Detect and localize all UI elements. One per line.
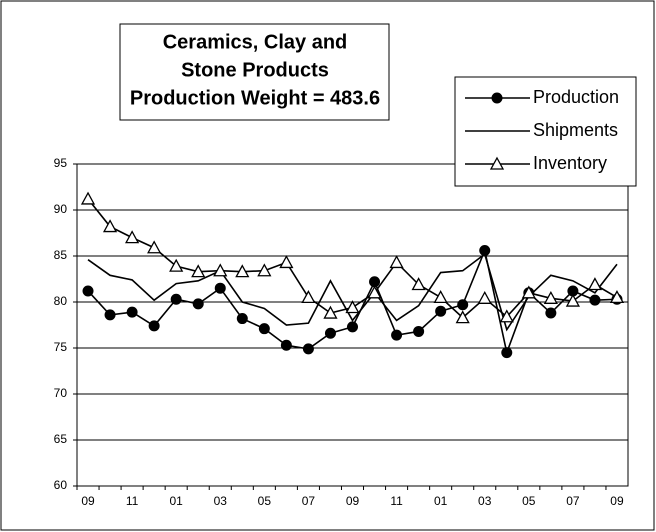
marker bbox=[104, 309, 116, 321]
marker bbox=[565, 293, 580, 307]
marker bbox=[457, 299, 469, 311]
marker bbox=[148, 320, 160, 332]
marker bbox=[367, 285, 382, 299]
marker bbox=[280, 339, 292, 351]
marker bbox=[235, 264, 250, 278]
marker bbox=[433, 290, 448, 304]
x-tick-label: 09 bbox=[346, 494, 360, 508]
marker bbox=[499, 309, 514, 323]
x-tick-label: 05 bbox=[522, 494, 536, 508]
x-tick-label: 03 bbox=[214, 494, 228, 508]
x-tick-label: 09 bbox=[81, 494, 95, 508]
marker bbox=[192, 298, 204, 310]
marker bbox=[169, 258, 184, 272]
marker bbox=[102, 219, 118, 233]
marker bbox=[587, 277, 603, 291]
y-tick-label: 90 bbox=[54, 202, 68, 216]
marker bbox=[126, 306, 138, 318]
marker bbox=[125, 230, 140, 244]
marker bbox=[302, 343, 314, 355]
legend-label: Production bbox=[533, 87, 619, 107]
x-tick-label: 07 bbox=[302, 494, 316, 508]
marker bbox=[80, 191, 96, 205]
marker bbox=[301, 290, 316, 304]
marker bbox=[147, 240, 162, 254]
marker bbox=[411, 277, 426, 291]
marker bbox=[545, 307, 557, 319]
marker bbox=[279, 255, 294, 269]
marker bbox=[521, 285, 536, 299]
marker bbox=[170, 293, 182, 305]
y-tick-label: 60 bbox=[54, 478, 68, 492]
marker bbox=[323, 305, 338, 319]
marker bbox=[82, 285, 94, 297]
marker bbox=[257, 263, 272, 277]
marker bbox=[258, 323, 270, 335]
marker bbox=[369, 276, 381, 288]
chart-title: Ceramics, Clay and bbox=[163, 31, 348, 53]
x-tick-label: 05 bbox=[258, 494, 272, 508]
marker bbox=[347, 321, 358, 333]
x-tick-label: 01 bbox=[170, 494, 184, 508]
marker bbox=[391, 329, 403, 341]
chart-title: Production Weight = 483.6 bbox=[130, 87, 380, 109]
legend-label: Shipments bbox=[533, 120, 618, 140]
marker bbox=[477, 290, 492, 304]
x-tick-label: 11 bbox=[126, 494, 139, 508]
title-box bbox=[119, 23, 390, 121]
marker bbox=[455, 310, 470, 324]
x-tick-label: 01 bbox=[434, 494, 448, 508]
marker bbox=[543, 290, 558, 304]
marker bbox=[389, 255, 404, 269]
y-tick-label: 95 bbox=[54, 156, 68, 170]
chart-title: Stone Products bbox=[181, 59, 329, 81]
marker bbox=[413, 325, 425, 337]
marker bbox=[324, 327, 336, 339]
marker bbox=[589, 294, 601, 306]
marker bbox=[501, 347, 513, 359]
x-tick-label: 03 bbox=[478, 494, 492, 508]
y-tick-label: 75 bbox=[54, 340, 68, 354]
x-tick-label: 11 bbox=[390, 494, 403, 508]
y-tick-label: 65 bbox=[54, 432, 68, 446]
y-tick-label: 70 bbox=[54, 386, 68, 400]
legend-box bbox=[454, 76, 637, 187]
marker bbox=[191, 264, 206, 278]
marker bbox=[491, 92, 503, 104]
y-tick-label: 85 bbox=[54, 248, 68, 262]
y-tick-label: 80 bbox=[54, 294, 68, 308]
marker bbox=[213, 263, 228, 277]
marker bbox=[435, 305, 447, 317]
legend-label: Inventory bbox=[533, 153, 607, 173]
marker bbox=[214, 282, 226, 294]
marker bbox=[489, 156, 505, 170]
marker bbox=[345, 300, 360, 314]
x-tick-label: 09 bbox=[610, 494, 624, 508]
x-tick-label: 07 bbox=[566, 494, 580, 508]
marker bbox=[609, 290, 625, 304]
marker bbox=[236, 313, 248, 325]
